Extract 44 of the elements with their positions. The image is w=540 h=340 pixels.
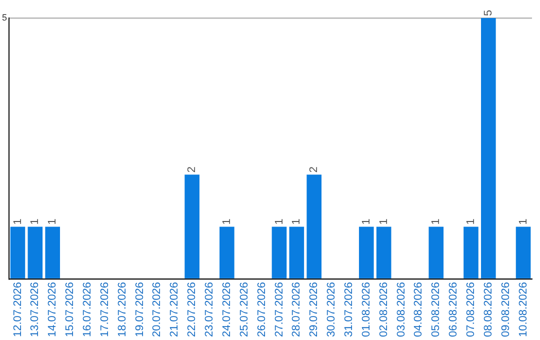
- x-tick-label: 29.07.2026: [308, 282, 320, 338]
- x-tick-label: 24.07.2026: [220, 282, 233, 338]
- x-tick-label: 08.08.2026: [482, 282, 494, 338]
- x-tick-label: 22.07.2026: [186, 282, 198, 338]
- x-tick-label: 13.07.2026: [29, 282, 42, 338]
- x-tick-label: 31.07.2026: [342, 282, 355, 338]
- x-tick-label: 23.07.2026: [204, 282, 216, 338]
- data-label: 1: [517, 218, 530, 225]
- x-tick-label: 20.07.2026: [151, 282, 164, 338]
- x-tick-label: 17.07.2026: [98, 282, 111, 338]
- data-label: 1: [46, 218, 59, 225]
- data-label: 1: [12, 218, 24, 225]
- data-label: 1: [465, 218, 478, 225]
- data-label: 1: [378, 218, 390, 225]
- x-tick-label: 26.07.2026: [256, 282, 268, 338]
- x-tick-label: 02.08.2026: [378, 282, 390, 338]
- x-tick-label: 05.08.2026: [430, 282, 442, 338]
- data-label: 1: [273, 218, 286, 225]
- data-label: 1: [220, 218, 233, 225]
- x-tick-label: 12.07.2026: [12, 282, 24, 338]
- data-label: 1: [430, 218, 442, 225]
- x-tick-label: 21.07.2026: [168, 282, 181, 338]
- x-tick-label: 03.08.2026: [395, 282, 408, 338]
- data-label: 1: [360, 218, 372, 225]
- x-tick-label: 01.08.2026: [360, 282, 372, 338]
- x-tick-label: 07.08.2026: [465, 282, 478, 338]
- data-label: 1: [29, 218, 42, 225]
- data-label: 1: [290, 218, 303, 225]
- x-tick-label: 06.08.2026: [448, 282, 460, 338]
- data-label: 5: [482, 10, 494, 16]
- x-tick-label: 28.07.2026: [290, 282, 303, 338]
- x-tick-label: 27.07.2026: [273, 282, 286, 338]
- x-tick-label: 09.08.2026: [500, 282, 512, 338]
- data-label: 2: [308, 166, 320, 173]
- x-tick-label: 19.07.2026: [134, 282, 146, 338]
- x-tick-label: 16.07.2026: [81, 282, 94, 338]
- x-tick-label: 30.07.2026: [326, 282, 338, 338]
- x-tick-label: 15.07.2026: [64, 282, 76, 338]
- x-tick-label: 10.08.2026: [517, 282, 530, 338]
- x-tick-label: 14.07.2026: [46, 282, 59, 338]
- x-tick-label: 04.08.2026: [412, 282, 425, 338]
- data-label: 2: [186, 166, 198, 173]
- x-tick-label: 18.07.2026: [116, 282, 128, 338]
- x-tick-label: 25.07.2026: [238, 282, 250, 338]
